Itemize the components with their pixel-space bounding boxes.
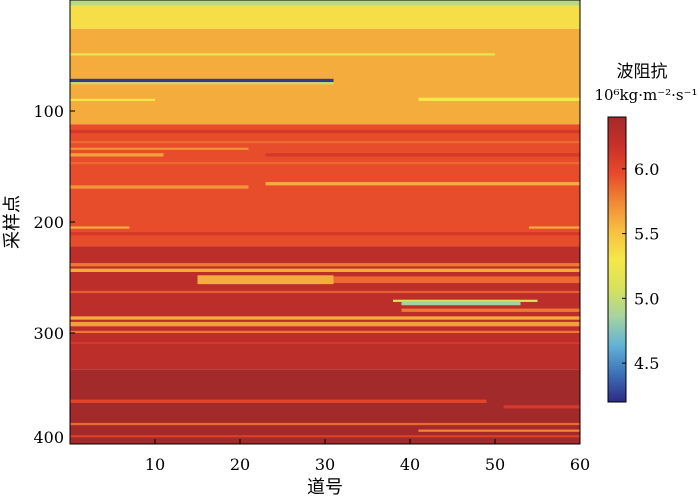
x-tick-label: 60 [570,455,590,474]
impedance-layer-12 [70,153,164,157]
impedance-layer-9 [70,129,580,134]
impedance-layer-31 [70,330,580,333]
impedance-layer-28 [401,308,580,312]
impedance-layer-23 [197,275,334,285]
impedance-layer-0 [70,0,580,6]
impedance-layer-26 [393,299,538,302]
impedance-layer-22 [70,268,580,272]
x-tick-label: 10 [145,455,165,474]
y-tick-label: 200 [33,213,64,232]
colorbar-ticks: 4.5 5.0 5.5 6.0 [622,160,659,373]
impedance-layer-27 [401,301,521,306]
impedance-layer-34 [70,399,487,403]
x-axis-title: 道号 [307,477,343,498]
impedance-layer-17 [70,226,130,229]
y-tick-label: 300 [33,324,64,343]
impedance-layer-11 [70,147,249,150]
impedance-layer-5 [70,82,334,85]
impedance-layer-29 [70,316,580,320]
x-axis-ticks: 10 20 30 40 50 60 [145,439,590,474]
x-tick-label: 30 [315,455,335,474]
x-tick-label: 40 [400,455,420,474]
y-tick-label: 100 [33,102,64,121]
x-tick-label: 20 [230,455,250,474]
colorbar-title: 波阻抗 [617,62,668,82]
impedance-layer-18 [529,226,580,229]
impedance-layer-1 [70,5,580,29]
impedance-layer-3 [70,53,495,56]
colorbar-tick-label: 6.0 [634,160,659,179]
impedance-layer-10 [70,140,580,144]
y-tick-label: 400 [33,428,64,447]
impedance-layer-13 [265,153,580,157]
impedance-layer-15 [265,182,580,186]
impedance-layer-16 [70,185,249,189]
y-axis-title: 采样点 [2,195,23,249]
colorbar-unit: 10⁶kg·m⁻²·s⁻¹ [594,86,697,104]
impedance-layer-32 [70,341,580,345]
colorbar-tick-label: 5.0 [634,289,659,308]
impedance-layer-14 [70,162,580,165]
colorbar-tick-label: 5.5 [634,225,659,244]
colorbar: 波阻抗 10⁶kg·m⁻²·s⁻¹ 4.5 5.0 5.5 6.0 [594,62,698,403]
y-axis-ticks: 100 200 300 400 [33,102,75,447]
impedance-layer-19 [70,231,580,236]
x-tick-label: 50 [485,455,505,474]
impedance-layer-25 [70,290,580,294]
impedance-layer-37 [418,429,580,432]
impedance-layer-4 [70,78,334,83]
colorbar-tick-label: 4.5 [634,354,659,373]
impedance-layer-7 [418,97,580,102]
heatmap-plot [70,0,580,444]
impedance-layer-20 [70,246,580,370]
colorbar-gradient [607,116,627,403]
impedance-layer-36 [70,422,580,426]
impedance-layer-6 [70,98,155,102]
impedance-layer-30 [70,321,580,327]
impedance-layer-21 [70,263,580,267]
impedance-layer-24 [333,276,580,284]
impedance-layer-35 [503,405,580,409]
impedance-layer-2 [70,28,580,125]
impedance-layer-38 [70,435,580,438]
